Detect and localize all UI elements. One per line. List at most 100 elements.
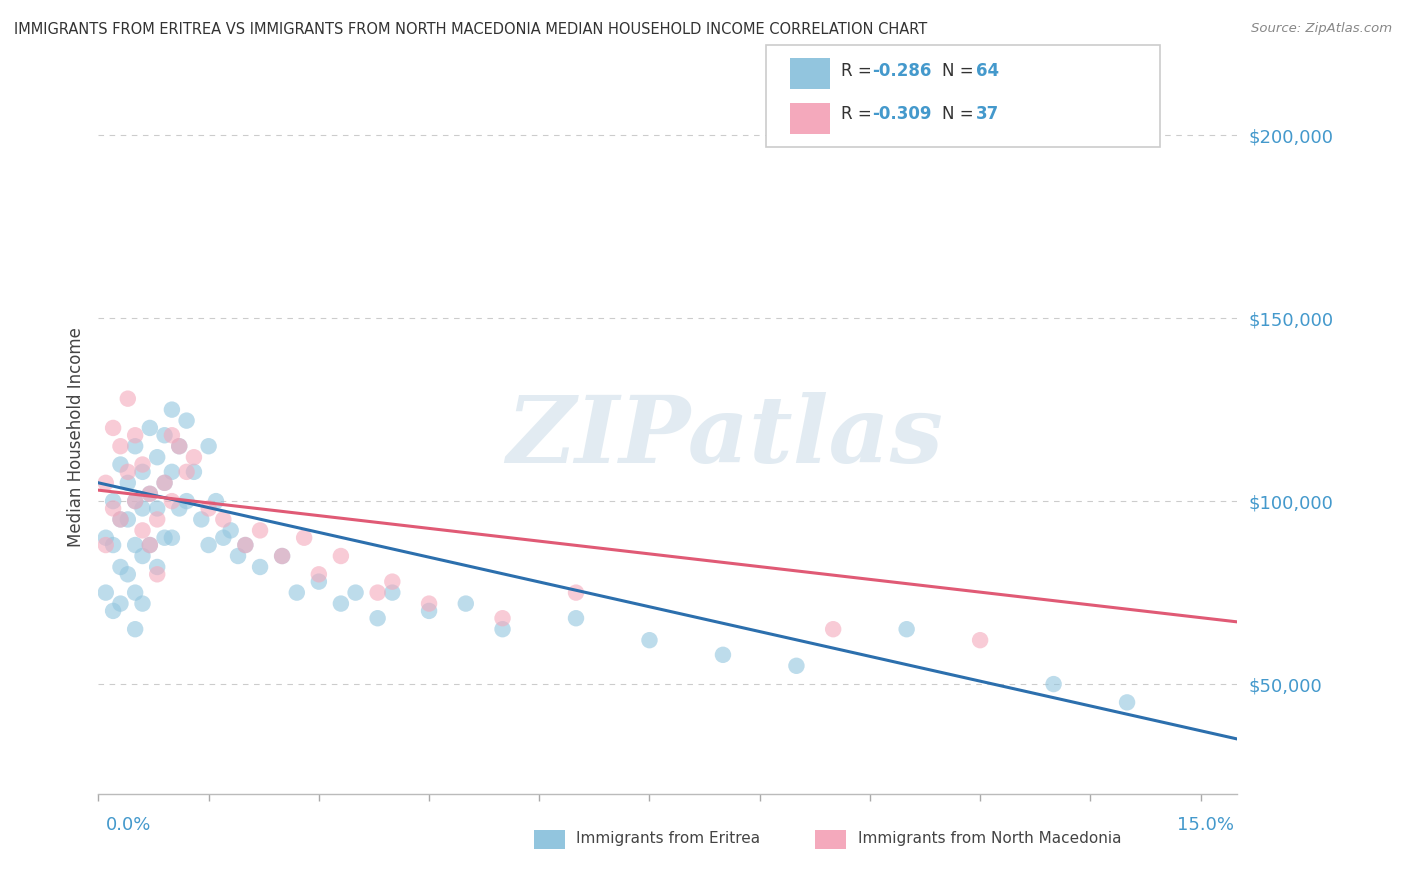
Point	[160, 465, 183, 479]
Point	[110, 512, 132, 526]
Point	[205, 494, 228, 508]
Point	[131, 465, 153, 479]
Point	[219, 524, 242, 538]
Point	[711, 648, 734, 662]
Text: Immigrants from North Macedonia: Immigrants from North Macedonia	[858, 831, 1121, 847]
Point	[896, 622, 918, 636]
Point	[367, 611, 389, 625]
Point	[146, 567, 169, 582]
Point	[117, 392, 139, 406]
Point	[638, 633, 661, 648]
Text: -0.309: -0.309	[872, 105, 931, 123]
Point	[212, 512, 235, 526]
Point	[117, 465, 139, 479]
Point	[969, 633, 991, 648]
Point	[117, 567, 139, 582]
Text: 15.0%: 15.0%	[1177, 816, 1234, 834]
Point	[381, 585, 404, 599]
Point	[153, 531, 176, 545]
Point	[94, 538, 117, 552]
Point	[565, 611, 588, 625]
Point	[101, 538, 124, 552]
Point	[146, 560, 169, 574]
Point	[124, 494, 146, 508]
Point	[308, 574, 330, 589]
Point	[491, 622, 513, 636]
Point	[565, 585, 588, 599]
Point	[329, 597, 352, 611]
Point	[167, 501, 190, 516]
Point	[131, 458, 153, 472]
Point	[190, 512, 212, 526]
Point	[110, 458, 132, 472]
Y-axis label: Median Household Income: Median Household Income	[66, 327, 84, 547]
Point	[1042, 677, 1064, 691]
Point	[308, 567, 330, 582]
Point	[124, 494, 146, 508]
Point	[212, 531, 235, 545]
Point	[124, 428, 146, 442]
Point	[153, 428, 176, 442]
Point	[160, 531, 183, 545]
Point	[167, 439, 190, 453]
Point	[110, 560, 132, 574]
Point	[124, 538, 146, 552]
Point	[146, 512, 169, 526]
Point	[124, 585, 146, 599]
Point	[176, 465, 198, 479]
Point	[139, 487, 162, 501]
Text: R =: R =	[841, 62, 877, 80]
Point	[1116, 695, 1139, 709]
Point	[823, 622, 845, 636]
Point	[226, 549, 249, 563]
Point	[110, 439, 132, 453]
Point	[131, 549, 153, 563]
Point	[101, 501, 124, 516]
Point	[146, 501, 169, 516]
Point	[249, 524, 271, 538]
Point	[124, 439, 146, 453]
Point	[197, 538, 219, 552]
Point	[160, 494, 183, 508]
Point	[139, 538, 162, 552]
Point	[94, 475, 117, 490]
Point	[329, 549, 352, 563]
Text: Immigrants from Eritrea: Immigrants from Eritrea	[576, 831, 761, 847]
Point	[110, 512, 132, 526]
Point	[167, 439, 190, 453]
Point	[271, 549, 294, 563]
Text: 0.0%: 0.0%	[105, 816, 150, 834]
Point	[131, 524, 153, 538]
Point	[418, 597, 440, 611]
Point	[153, 475, 176, 490]
Point	[292, 531, 315, 545]
Point	[183, 450, 205, 465]
Point	[235, 538, 257, 552]
Point	[176, 414, 198, 428]
Point	[101, 494, 124, 508]
Point	[153, 475, 176, 490]
Point	[381, 574, 404, 589]
Text: Source: ZipAtlas.com: Source: ZipAtlas.com	[1251, 22, 1392, 36]
Point	[183, 465, 205, 479]
Point	[146, 450, 169, 465]
Point	[249, 560, 271, 574]
Point	[491, 611, 513, 625]
Text: IMMIGRANTS FROM ERITREA VS IMMIGRANTS FROM NORTH MACEDONIA MEDIAN HOUSEHOLD INCO: IMMIGRANTS FROM ERITREA VS IMMIGRANTS FR…	[14, 22, 928, 37]
Text: 37: 37	[976, 105, 1000, 123]
Point	[101, 421, 124, 435]
Point	[271, 549, 294, 563]
Point	[139, 421, 162, 435]
Point	[197, 439, 219, 453]
Point	[94, 585, 117, 599]
Text: -0.286: -0.286	[872, 62, 931, 80]
Point	[160, 402, 183, 417]
Point	[124, 622, 146, 636]
Point	[117, 512, 139, 526]
Point	[344, 585, 367, 599]
Point	[94, 531, 117, 545]
Point	[101, 604, 124, 618]
Point	[418, 604, 440, 618]
Point	[139, 538, 162, 552]
Point	[131, 501, 153, 516]
